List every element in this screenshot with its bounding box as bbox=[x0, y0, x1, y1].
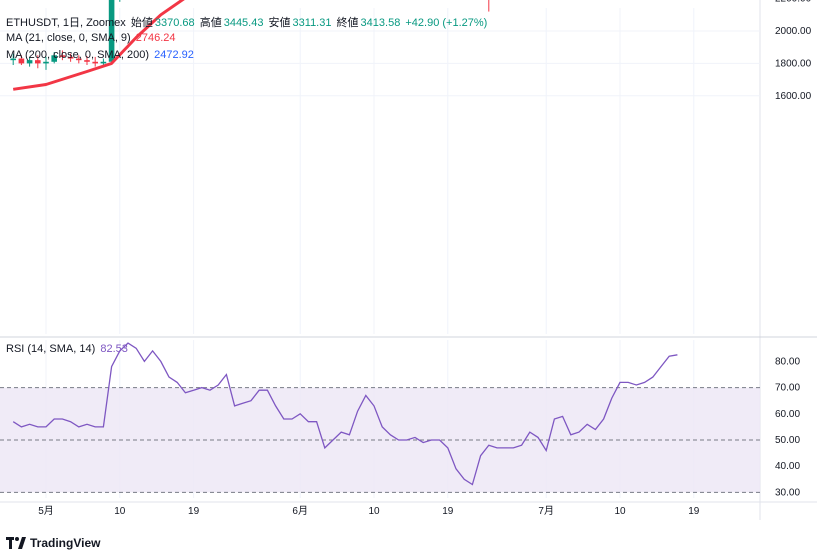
high-label: 高値 bbox=[199, 17, 222, 29]
candle bbox=[26, 56, 33, 67]
price-tick-label: 1800.00 bbox=[775, 58, 812, 69]
rsi-value: 82.53 bbox=[100, 343, 128, 355]
tradingview-logo-icon bbox=[6, 537, 26, 549]
ma21-value: 2746.24 bbox=[135, 32, 176, 44]
tradingview-logo[interactable]: TradingView bbox=[6, 536, 100, 550]
x-tick-label: 19 bbox=[688, 506, 700, 517]
candle-body bbox=[84, 60, 90, 62]
candle bbox=[18, 55, 25, 66]
ma21-line bbox=[12, 0, 185, 91]
x-tick-label: 6月 bbox=[292, 505, 308, 517]
price-tick-label: 2000.00 bbox=[775, 26, 812, 37]
close-value: 3413.58 bbox=[360, 17, 401, 29]
open-label: 始値 bbox=[130, 17, 153, 29]
low-label: 安値 bbox=[268, 17, 291, 29]
x-tick-label: 19 bbox=[188, 506, 200, 517]
x-tick-label: 10 bbox=[114, 506, 126, 517]
x-tick-label: 19 bbox=[442, 506, 454, 517]
close-label: 終値 bbox=[336, 17, 359, 29]
ma200-label: MA (200, close, 0, SMA, 200) bbox=[6, 49, 150, 61]
candle bbox=[35, 55, 41, 69]
candle bbox=[43, 56, 49, 70]
candle-body bbox=[10, 58, 16, 61]
price-tick-label: 1600.00 bbox=[775, 91, 812, 102]
rsi-line bbox=[12, 342, 678, 486]
candle bbox=[51, 52, 57, 64]
symbol-label[interactable]: ETHUSDT, 1日, Zoomex bbox=[6, 17, 126, 29]
ma200-legend[interactable]: MA (200, close, 0, SMA, 200) 2472.92 bbox=[6, 49, 196, 61]
candle bbox=[84, 56, 90, 66]
candle-body bbox=[108, 0, 115, 62]
rsi-tick-label: 80.00 bbox=[775, 356, 800, 367]
rsi-label: RSI (14, SMA, 14) bbox=[6, 343, 96, 355]
candle-body bbox=[51, 55, 57, 62]
x-tick-label: 10 bbox=[614, 506, 626, 517]
candle bbox=[67, 53, 74, 62]
x-tick-label: 5月 bbox=[38, 505, 54, 517]
high-value: 3445.43 bbox=[223, 17, 264, 29]
candle-body bbox=[43, 61, 49, 64]
candle-body bbox=[92, 61, 98, 64]
candle-body bbox=[35, 60, 41, 64]
candle-body bbox=[67, 56, 74, 59]
ohlc-legend: ETHUSDT, 1日, Zoomex 始値 3370.68 高値 3445.43 … bbox=[6, 14, 489, 30]
ma200-value: 2472.92 bbox=[154, 49, 194, 61]
candle-body bbox=[26, 60, 33, 64]
price-tick-label: 2200.00 bbox=[775, 0, 812, 5]
rsi-legend[interactable]: RSI (14, SMA, 14) 82.53 bbox=[6, 343, 130, 355]
candle-body bbox=[18, 58, 25, 64]
candle-body bbox=[100, 61, 107, 64]
x-tick-label: 10 bbox=[368, 506, 380, 517]
ma21-label: MA (21, close, 0, SMA, 9) bbox=[6, 32, 131, 44]
change-value: +42.90 (+1.27%) bbox=[405, 17, 488, 29]
ma21-legend[interactable]: MA (21, close, 0, SMA, 9) 2746.24 bbox=[6, 32, 178, 44]
rsi-tick-label: 60.00 bbox=[775, 409, 800, 420]
candle bbox=[488, 0, 490, 12]
candle bbox=[108, 0, 115, 64]
candle bbox=[92, 56, 98, 67]
brand-name: TradingView bbox=[30, 536, 101, 550]
rsi-tick-label: 70.00 bbox=[775, 383, 800, 394]
low-value: 3311.31 bbox=[292, 17, 332, 29]
open-value: 3370.68 bbox=[154, 17, 195, 29]
rsi-tick-label: 40.00 bbox=[775, 461, 800, 472]
candle bbox=[10, 53, 16, 66]
rsi-tick-label: 50.00 bbox=[775, 435, 800, 446]
candle-body bbox=[59, 55, 66, 57]
candle bbox=[59, 50, 66, 61]
candle-body bbox=[76, 58, 82, 61]
candle bbox=[76, 55, 82, 64]
x-tick-label: 7月 bbox=[538, 505, 554, 517]
rsi-tick-label: 30.00 bbox=[775, 487, 800, 498]
